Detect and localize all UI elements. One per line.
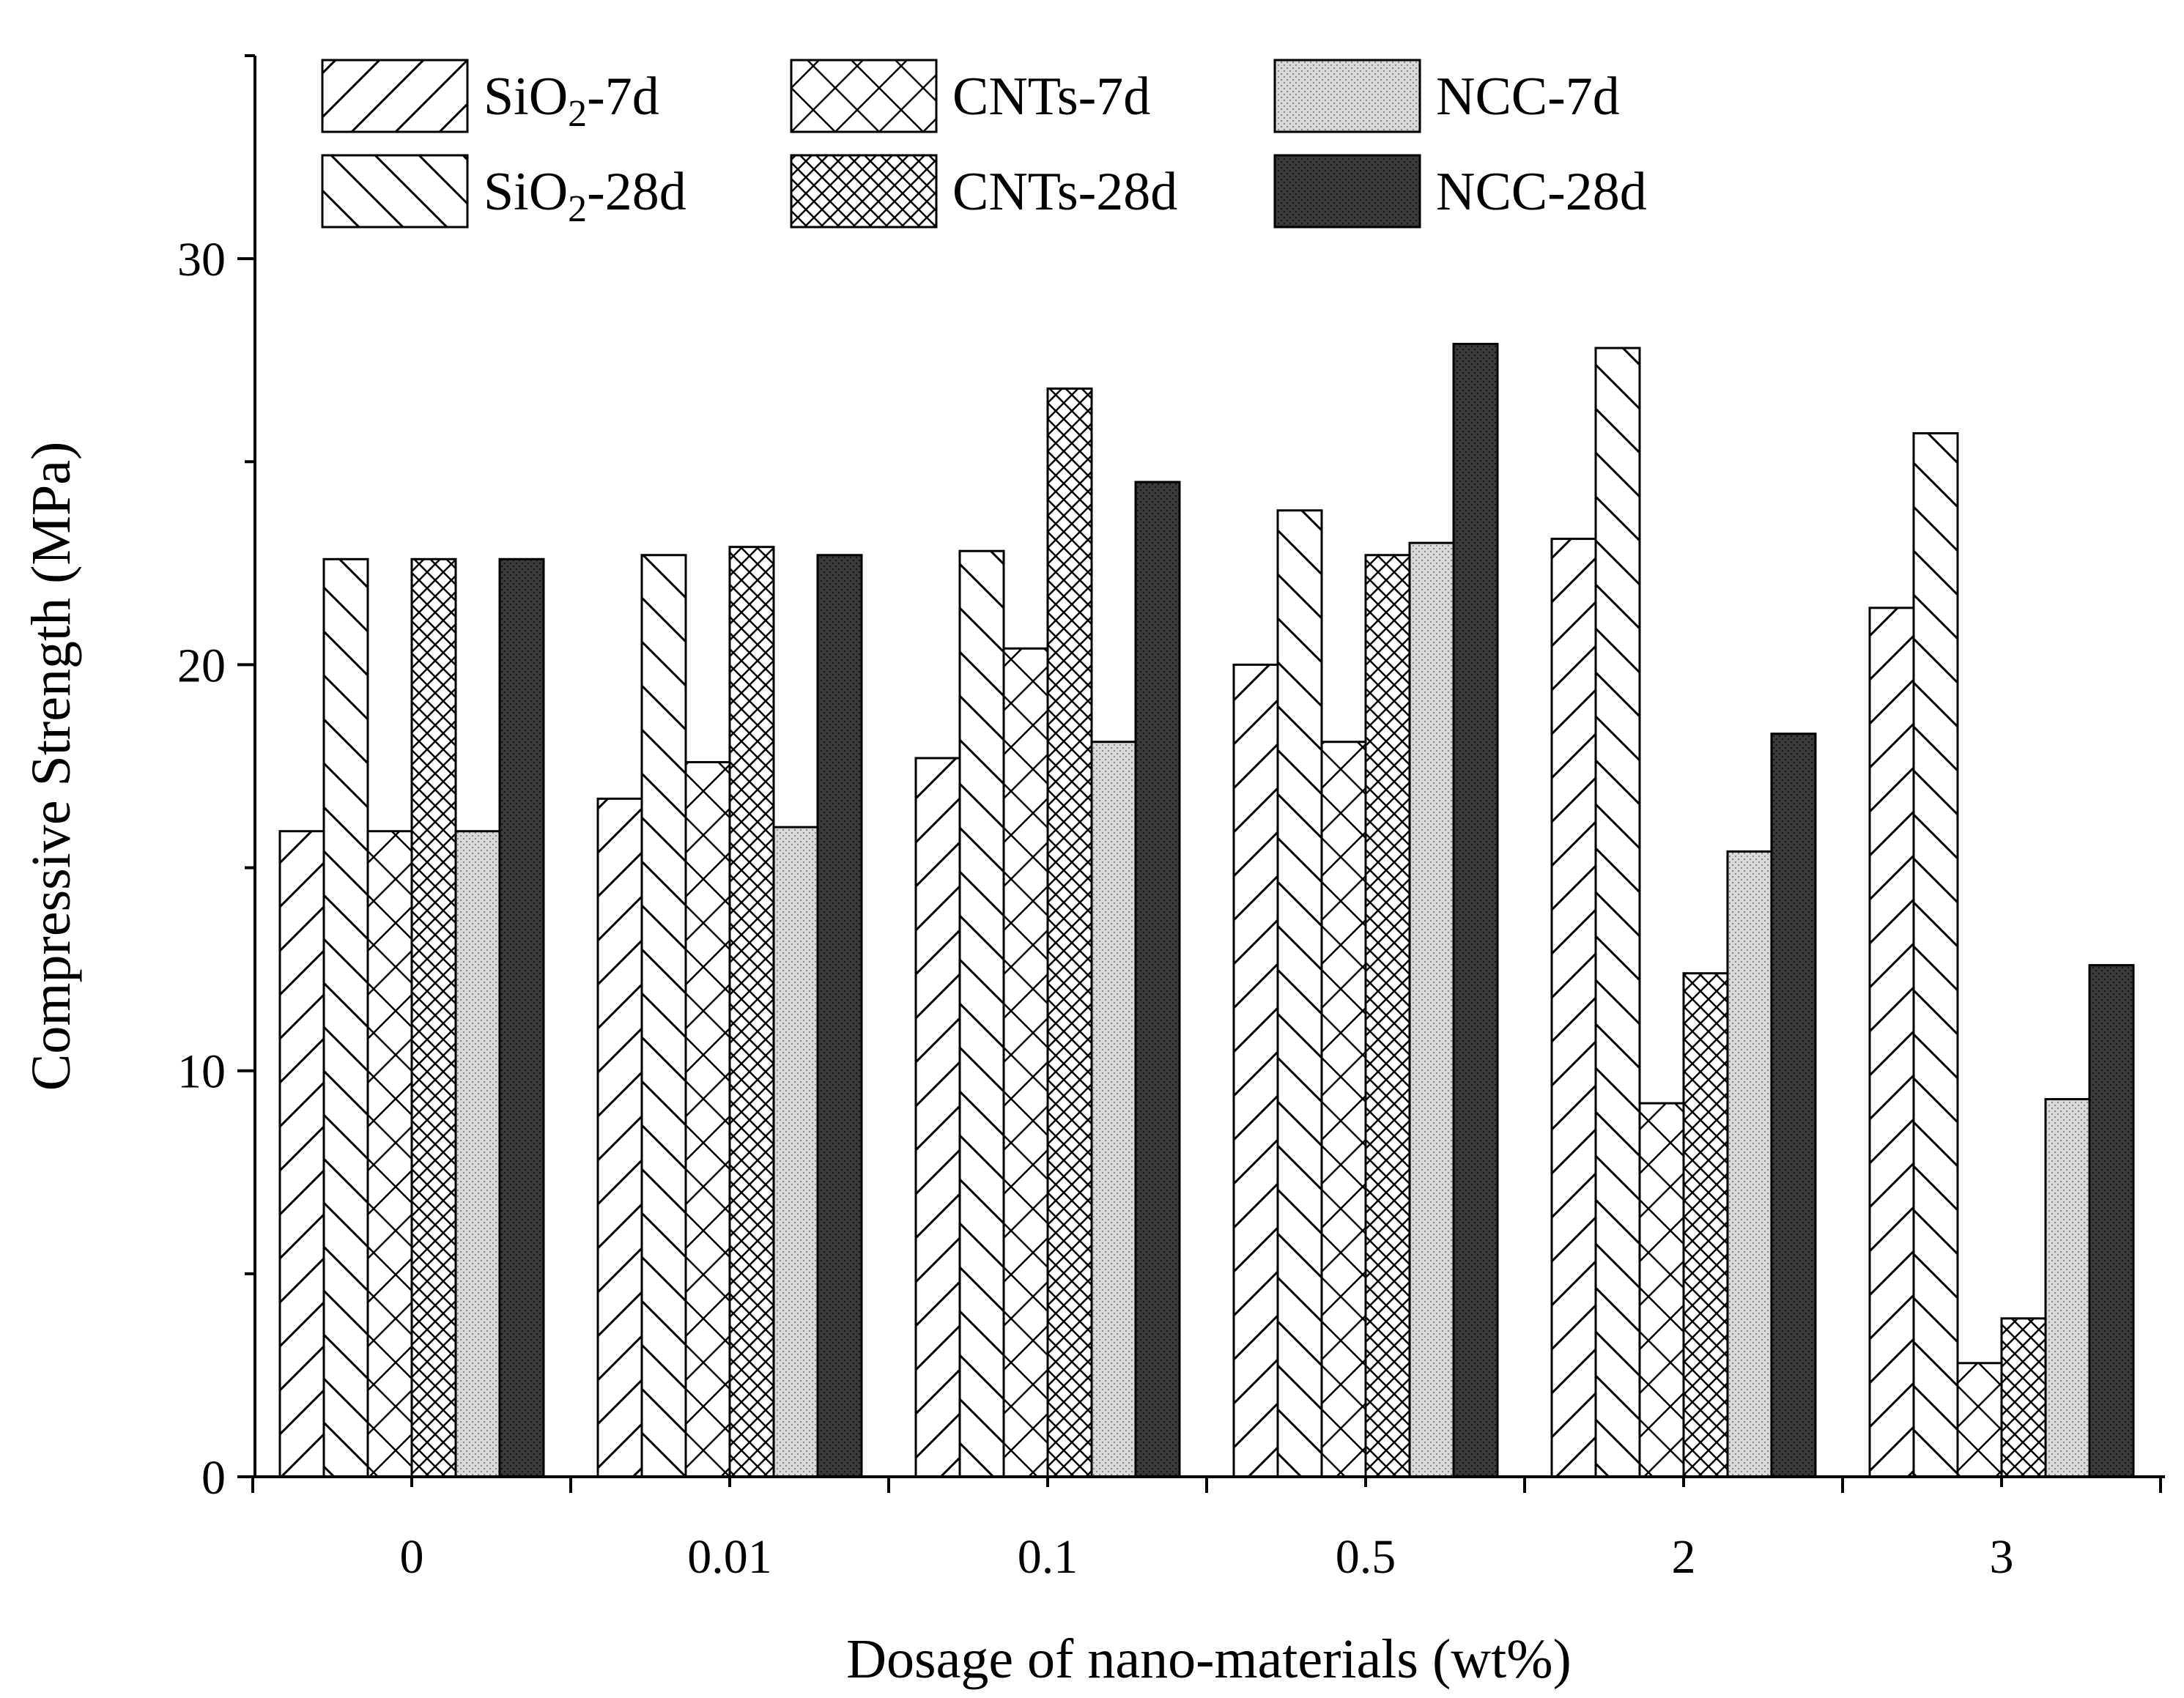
legend-item-cnts-7d: CNTs-7d: [790, 59, 1150, 133]
legend-swatch: [321, 154, 469, 229]
x-axis-title: Dosage of nano-materials (wt%): [846, 1628, 1572, 1690]
legend-label: NCC-28d: [1436, 162, 1647, 222]
legend-swatch: [1273, 154, 1421, 229]
legend-label: NCC-7d: [1436, 67, 1620, 127]
bar-ncc-7d-2: [1726, 850, 1773, 1478]
bar-sio2-28d-0: [322, 557, 369, 1478]
bar-ncc-28d-0: [498, 557, 545, 1478]
y-axis-title: Compressive Strength (MPa): [21, 442, 82, 1091]
bar-sio2-7d-0: [278, 830, 325, 1478]
bar-cnts-28d-3: [2000, 1317, 2047, 1478]
bar-ncc-7d-0p5: [1408, 541, 1455, 1478]
bar-cnts-7d-2: [1638, 1102, 1685, 1478]
legend-item-sio2-28d: SiO2-28d: [321, 154, 686, 230]
legend-label: SiO2-28d: [484, 162, 686, 230]
bar-sio2-7d-3: [1868, 607, 1915, 1478]
bar-cnts-7d-0p1: [1002, 647, 1049, 1478]
bar-cnts-7d-3: [1956, 1362, 2003, 1478]
legend: SiO2-7d SiO2-28d CNTs-7d CNTs-28d NCC-7d NCC-…: [321, 59, 1647, 230]
bar-sio2-28d-2: [1594, 346, 1641, 1478]
bar-ncc-7d-0: [454, 830, 501, 1478]
bar-sio2-7d-0p1: [914, 757, 961, 1478]
bar-sio2-7d-0p5: [1232, 663, 1279, 1478]
legend-swatch: [790, 154, 938, 229]
bar-sio2-28d-0p5: [1276, 509, 1323, 1478]
bar-sio2-28d-0p1: [958, 549, 1005, 1478]
x-ticks: 0 0.01 0.1 0.5 2 3: [251, 1477, 2162, 1584]
bar-cnts-7d-0p01: [684, 760, 731, 1478]
legend-label: CNTs-7d: [952, 67, 1150, 127]
bar-ncc-7d-3: [2044, 1098, 2091, 1478]
x-tick-label: 3: [1990, 1530, 2014, 1584]
bar-cnts-28d-0: [410, 557, 457, 1478]
bar-sio2-7d-2: [1550, 538, 1597, 1478]
bar-sio2-7d-0p01: [596, 797, 643, 1478]
y-tick-label: 20: [177, 639, 226, 692]
bar-ncc-7d-0p1: [1090, 741, 1137, 1478]
bar-cnts-28d-0p01: [728, 546, 775, 1478]
legend-swatch: [321, 59, 469, 133]
bar-cnts-28d-2: [1682, 972, 1729, 1478]
bar-ncc-28d-0p5: [1452, 343, 1499, 1478]
bars-layer: [278, 343, 2135, 1478]
x-tick-label: 0: [400, 1530, 424, 1584]
legend-item-ncc-7d: NCC-7d: [1273, 59, 1620, 133]
bar-sio2-28d-0p01: [640, 554, 687, 1478]
x-tick-label: 2: [1672, 1530, 1696, 1584]
bar-cnts-28d-0p1: [1046, 388, 1093, 1478]
legend-label: SiO2-7d: [484, 67, 659, 135]
y-tick-label: 0: [201, 1451, 226, 1505]
axes: [253, 56, 2165, 1478]
y-tick-label: 10: [177, 1045, 226, 1099]
bar-ncc-7d-0p01: [772, 826, 819, 1478]
legend-label: CNTs-28d: [952, 162, 1177, 222]
bar-ncc-28d-3: [2088, 964, 2135, 1478]
y-ticks: 0 10 20 30: [177, 54, 255, 1505]
bar-ncc-28d-2: [1770, 733, 1817, 1478]
bar-cnts-7d-0: [366, 830, 413, 1478]
legend-swatch: [790, 59, 938, 133]
x-tick-label: 0.1: [1018, 1530, 1078, 1584]
bar-cnts-7d-0p5: [1320, 741, 1367, 1478]
legend-item-sio2-7d: SiO2-7d: [321, 59, 659, 135]
bar-ncc-28d-0p1: [1134, 481, 1181, 1478]
legend-item-cnts-28d: CNTs-28d: [790, 154, 1177, 229]
x-tick-label: 0.5: [1336, 1530, 1396, 1584]
legend-item-ncc-28d: NCC-28d: [1273, 154, 1647, 229]
bar-cnts-28d-0p5: [1364, 554, 1411, 1478]
legend-swatch: [1273, 59, 1421, 133]
bar-sio2-28d-3: [1912, 431, 1959, 1478]
y-tick-label: 30: [177, 233, 226, 286]
bar-ncc-28d-0p01: [816, 554, 863, 1478]
x-tick-label: 0.01: [687, 1530, 772, 1584]
